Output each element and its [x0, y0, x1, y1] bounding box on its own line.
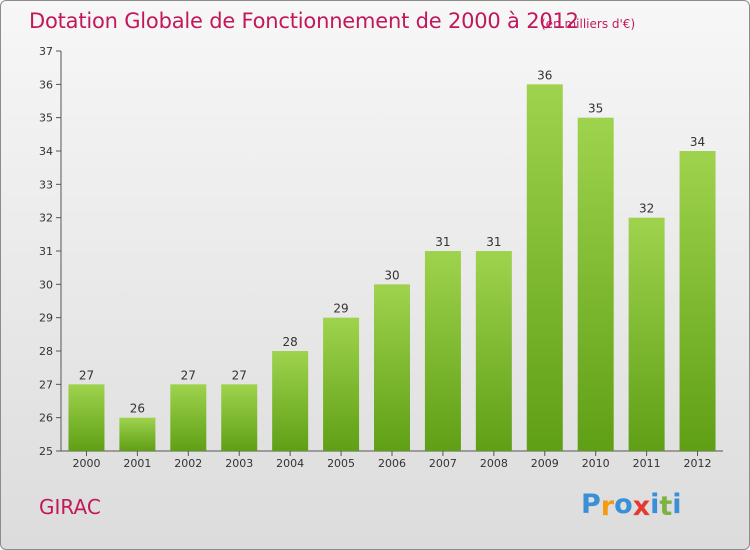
- x-tick-label: 2009: [531, 457, 559, 470]
- y-tick-label: 36: [39, 78, 53, 91]
- logo-letter: i: [650, 489, 660, 520]
- bar: [475, 251, 512, 451]
- y-tick-label: 29: [39, 312, 53, 325]
- x-tick-label: 2006: [378, 457, 406, 470]
- y-tick-label: 37: [39, 45, 53, 58]
- bar-value-label: 30: [384, 268, 399, 282]
- bar: [374, 284, 410, 451]
- bar: [272, 351, 309, 451]
- bar: [323, 317, 360, 451]
- bar: [170, 384, 207, 451]
- y-tick-label: 34: [39, 145, 53, 158]
- logo-letter: r: [600, 491, 615, 522]
- x-tick-label: 2002: [174, 457, 202, 470]
- bar: [68, 384, 105, 451]
- chart-title: Dotation Globale de Fonctionnement de 20…: [29, 9, 579, 33]
- bar-value-label: 31: [486, 235, 501, 249]
- x-axis: 2000 2001 2002 2003 2004 2005 2006 2007 2008 2009…: [61, 450, 723, 470]
- bars: 27 26 27 27 28 29 30 31 31 36 35 32 34: [68, 68, 716, 452]
- logo-letter: P: [581, 489, 601, 520]
- y-tick-label: 33: [39, 178, 53, 191]
- x-tick-label: 2000: [72, 457, 100, 470]
- bar: [526, 84, 563, 451]
- bar: [221, 384, 258, 451]
- x-tick-label: 2005: [327, 457, 355, 470]
- bar-value-label: 36: [537, 68, 552, 82]
- x-tick-label: 2010: [582, 457, 610, 470]
- proxiti-logo[interactable]: Proxiti: [581, 489, 682, 522]
- logo-letter: o: [614, 489, 633, 520]
- y-tick-label: 30: [39, 278, 53, 291]
- logo-letter: x: [632, 491, 651, 522]
- y-tick-label: 26: [39, 412, 53, 425]
- bar-value-label: 27: [79, 368, 94, 382]
- y-tick-label: 35: [39, 112, 53, 125]
- y-tick-label: 25: [39, 445, 53, 458]
- bar-value-label: 29: [333, 302, 348, 316]
- bar-value-label: 35: [588, 102, 603, 116]
- bar-value-label: 26: [130, 402, 145, 416]
- bar-value-label: 27: [232, 368, 247, 382]
- x-tick-label: 2001: [123, 457, 151, 470]
- y-tick-label: 31: [39, 245, 53, 258]
- commune-name: GIRAC: [39, 495, 101, 519]
- x-tick-label: 2007: [429, 457, 457, 470]
- y-axis: 25 26 27 28 29 30 31 32 33 34 35 36 37: [39, 45, 62, 458]
- y-tick-label: 28: [39, 345, 53, 358]
- bar: [679, 151, 716, 451]
- bar-value-label: 31: [435, 235, 450, 249]
- y-tick-label: 27: [39, 378, 53, 391]
- bar: [577, 117, 614, 452]
- x-tick-label: 2011: [633, 457, 661, 470]
- logo-letter: i: [672, 489, 682, 520]
- bar: [424, 251, 461, 451]
- bar-value-label: 28: [283, 335, 298, 349]
- bar: [628, 217, 665, 451]
- y-tick-label: 32: [39, 212, 53, 225]
- x-tick-label: 2008: [480, 457, 508, 470]
- bar-value-label: 27: [181, 368, 196, 382]
- x-tick-label: 2012: [684, 457, 712, 470]
- x-tick-label: 2004: [276, 457, 304, 470]
- bar-value-label: 32: [639, 202, 654, 216]
- bar: [119, 417, 156, 451]
- chart-unit-note: (en milliers d'€): [541, 17, 636, 31]
- bar-value-label: 34: [690, 135, 705, 149]
- logo-letter: t: [659, 491, 673, 522]
- x-tick-label: 2003: [225, 457, 253, 470]
